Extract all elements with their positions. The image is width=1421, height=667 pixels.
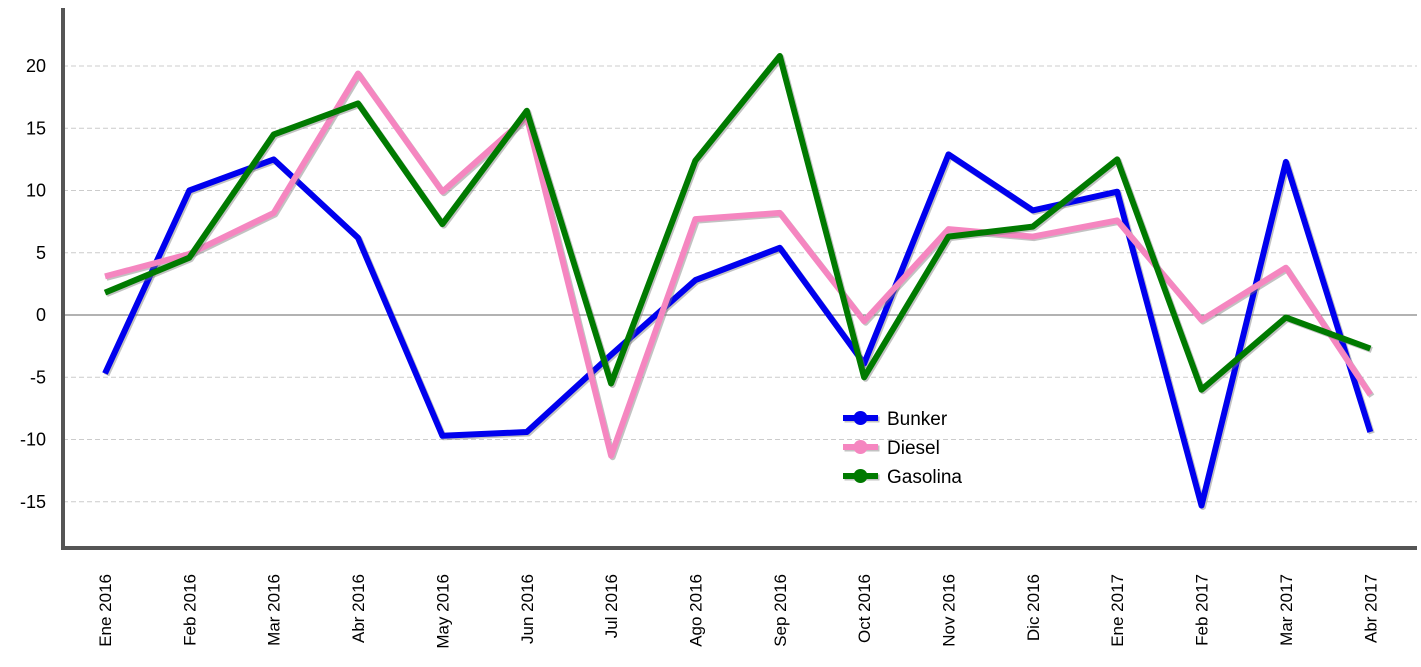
legend-label-gasolina: Gasolina <box>887 467 962 488</box>
x-tick-label: Feb 2017 <box>1193 574 1212 646</box>
x-tick-label: Sep 2016 <box>771 574 790 647</box>
legend-label-bunker: Bunker <box>887 409 948 430</box>
x-tick-label: Oct 2016 <box>855 574 874 643</box>
legend-marker-gasolina <box>853 469 868 483</box>
legend-marker-bunker <box>853 411 868 425</box>
legend-label-diesel: Diesel <box>887 438 940 459</box>
x-tick-label: Mar 2016 <box>265 574 284 646</box>
series-group <box>102 53 1375 510</box>
x-tick-label: Jul 2016 <box>602 574 621 638</box>
y-axis-ticks: -15 -10 -5 0 5 10 15 20 <box>20 56 46 512</box>
x-tick-label: Ene 2017 <box>1108 574 1127 647</box>
legend-marker-diesel <box>853 440 868 454</box>
x-tick-label: Abr 2016 <box>349 574 368 643</box>
y-tick-label: 0 <box>36 305 46 325</box>
x-tick-label: Nov 2016 <box>940 574 959 647</box>
x-tick-label: Jun 2016 <box>518 574 537 644</box>
y-tick-label: 20 <box>26 56 46 76</box>
x-axis-ticks: Ene 2016 Feb 2016 Mar 2016 Abr 2016 May 2016… <box>96 574 1380 649</box>
y-tick-label: 10 <box>26 181 46 201</box>
x-tick-label: Abr 2017 <box>1361 574 1380 643</box>
series-line-gasolina <box>103 53 1372 393</box>
y-tick-label: 15 <box>26 118 46 138</box>
y-tick-label: 5 <box>36 243 46 263</box>
axes <box>61 8 1417 550</box>
y-tick-label: -15 <box>20 492 46 512</box>
x-tick-label: Ene 2016 <box>96 574 115 647</box>
x-tick-label: Dic 2016 <box>1024 574 1043 641</box>
x-tick-label: Ago 2016 <box>686 574 705 647</box>
grid-lines <box>63 65 1417 503</box>
x-tick-label: Feb 2016 <box>180 574 199 646</box>
y-tick-label: -5 <box>30 367 46 387</box>
series-line-bunker <box>102 151 1374 509</box>
x-tick-label: May 2016 <box>433 574 452 649</box>
y-tick-label: -10 <box>20 430 46 450</box>
x-tick-label: Mar 2017 <box>1277 574 1296 646</box>
legend: Bunker Diesel Gasolina <box>843 409 962 488</box>
